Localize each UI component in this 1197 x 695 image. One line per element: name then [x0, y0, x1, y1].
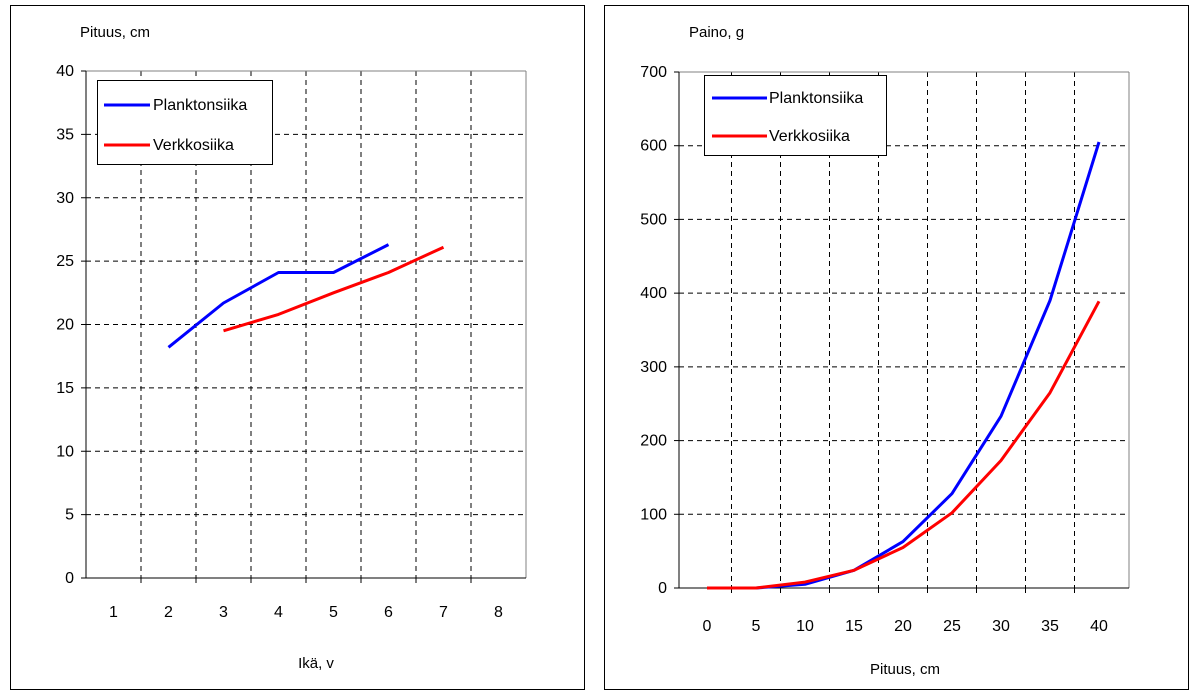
- y-tick-label: 500: [640, 211, 667, 228]
- x-tick-label: 8: [494, 604, 503, 621]
- x-tick-label: 7: [439, 604, 448, 621]
- y-tick-label: 25: [56, 253, 74, 270]
- legend-label-planktonsiika: Planktonsiika: [153, 97, 247, 114]
- y-tick-label: 40: [56, 63, 74, 80]
- y-tick-label: 30: [56, 190, 74, 207]
- series-lines: [707, 141, 1101, 590]
- x-tick-label: 4: [274, 604, 283, 621]
- x-tick-label: 20: [894, 618, 912, 635]
- y-tick-label: 35: [56, 126, 74, 143]
- y-axis-title: Pituus, cm: [80, 24, 150, 41]
- x-tick-label: 0: [703, 618, 712, 635]
- series-lines: [167, 243, 445, 349]
- x-tick-label: 40: [1090, 618, 1108, 635]
- y-tick-label: 5: [65, 507, 74, 524]
- chart-frame: [604, 5, 1189, 690]
- y-tick-label: 0: [65, 570, 74, 587]
- y-tick-labels: 0 100 200 300 400 500 600 700: [640, 64, 667, 597]
- y-tick-label: 400: [640, 285, 667, 302]
- y-tick-label: 0: [658, 580, 667, 597]
- x-axis-title: Ikä, v: [298, 655, 334, 672]
- x-tick-label: 10: [796, 618, 814, 635]
- x-tick-label: 2: [164, 604, 173, 621]
- y-tick-label: 15: [56, 380, 74, 397]
- y-tick-label: 10: [56, 443, 74, 460]
- chart-frame: [10, 5, 585, 690]
- x-tick-labels: 0 5 10 15 20 25 30 35 40: [703, 618, 1108, 635]
- x-tick-label: 25: [943, 618, 961, 635]
- y-axis-title: Paino, g: [689, 24, 744, 41]
- legend-box: [704, 75, 887, 156]
- legend-label-verkkosiika: Verkkosiika: [153, 137, 234, 154]
- x-tick-label: 6: [384, 604, 393, 621]
- y-tick-labels: 0 5 10 15 20 25 30 35 40: [56, 63, 74, 587]
- x-tick-label: 35: [1041, 618, 1059, 635]
- x-tick-label: 5: [329, 604, 338, 621]
- x-tick-labels: 1 2 3 4 5 6 7 8: [109, 604, 503, 621]
- y-tick-label: 100: [640, 506, 667, 523]
- legend-label-verkkosiika: Verkkosiika: [769, 128, 850, 145]
- growth-chart-length-weight: Paino, g 0 100 200 300 400 500 600 700 0 5 10 15 20…: [604, 5, 1189, 690]
- series-line-planktonsiika: [167, 243, 390, 349]
- series-line-verkkosiika: [707, 300, 1101, 590]
- legend-label-planktonsiika: Planktonsiika: [769, 90, 863, 107]
- x-tick-label: 15: [845, 618, 863, 635]
- series-line-verkkosiika: [223, 245, 445, 333]
- x-tick-label: 3: [219, 604, 228, 621]
- x-tick-label: 1: [109, 604, 118, 621]
- y-tick-label: 20: [56, 317, 74, 334]
- y-tick-label: 600: [640, 138, 667, 155]
- legend-box: [97, 80, 273, 165]
- x-tick-label: 5: [752, 618, 761, 635]
- x-tick-label: 30: [992, 618, 1010, 635]
- axes: [81, 70, 527, 583]
- legend: Planktonsiika Verkkosiika: [704, 75, 887, 156]
- y-tick-label: 200: [640, 433, 667, 450]
- y-tick-label: 700: [640, 64, 667, 81]
- y-tick-label: 300: [640, 359, 667, 376]
- growth-chart-age-length: Pituus, cm 0 5 10 15 20 25 30 35 40 1 2 3 4 5 6 7 8 Pla…: [10, 5, 585, 690]
- legend: Planktonsiika Verkkosiika: [97, 80, 273, 165]
- x-axis-title: Pituus, cm: [870, 661, 940, 678]
